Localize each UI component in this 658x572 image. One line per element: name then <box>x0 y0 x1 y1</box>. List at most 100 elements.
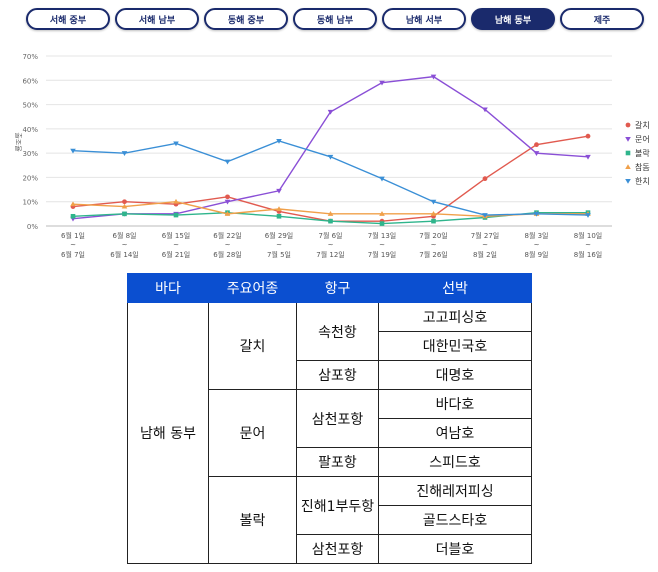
x-tick-separator: ~ <box>122 241 128 249</box>
y-tick-label: 40% <box>22 126 38 134</box>
data-point <box>379 176 385 182</box>
x-tick-label: 7월 13일 <box>368 231 396 240</box>
data-point <box>224 211 231 216</box>
legend-marker <box>625 150 631 156</box>
chart-grid <box>46 55 612 227</box>
boat-cell: 골드스타호 <box>378 505 532 535</box>
data-point <box>276 139 282 144</box>
table-row: 여남호 <box>128 418 532 448</box>
x-tick-separator: ~ <box>225 241 231 249</box>
x-tick-separator: ~ <box>585 241 591 249</box>
header-port: 항구 <box>296 273 379 303</box>
table-row: 팔포항 스피드호 <box>128 447 532 477</box>
legend-label: 문어 <box>635 134 650 144</box>
data-point <box>327 109 334 115</box>
y-axis: 0% 10% 20% 30% 40% 50% 60% 70% <box>22 53 38 231</box>
x-tick-label: 6월 29일 <box>265 231 293 240</box>
data-point <box>585 213 591 218</box>
x-tick-label: 6월 22일 <box>213 231 241 240</box>
region-tab-bar: 서해 중부 서해 남부 동해 중부 동해 남부 남해 서부 남해 동부 제주 <box>26 8 646 32</box>
x-tick-label: 7월 27일 <box>471 231 499 240</box>
data-point <box>328 218 333 224</box>
data-point <box>379 211 385 216</box>
tab-south-east[interactable]: 남해 동부 <box>471 8 555 30</box>
table-row: 문어 삼천포항 바다호 <box>128 389 532 477</box>
legend-label: 참돔 <box>635 162 650 172</box>
species-cell: 문어 <box>208 389 297 477</box>
x-tick-label: 6월 15일 <box>162 231 190 240</box>
tab-south-west[interactable]: 남해 서부 <box>382 8 466 30</box>
tab-west-south[interactable]: 서해 남부 <box>115 8 199 30</box>
legend-marker <box>625 164 631 169</box>
tab-east-central[interactable]: 동해 중부 <box>204 8 288 30</box>
tab-jeju[interactable]: 제주 <box>560 8 644 30</box>
header-sea: 바다 <box>127 273 209 303</box>
series-group <box>70 74 591 226</box>
legend-label: 갈치 <box>635 121 650 130</box>
port-cell: 진해1부두항 <box>296 476 379 535</box>
data-point <box>482 213 488 218</box>
y-tick-label: 30% <box>22 150 38 158</box>
boat-cell: 대명호 <box>378 360 532 390</box>
data-point <box>482 107 488 113</box>
data-point <box>379 80 385 86</box>
table-row: 삼천포항 더블호 <box>128 534 532 564</box>
port-cell: 팔포항 <box>296 447 379 477</box>
table-row: 골드스타호 <box>128 505 532 535</box>
header-species: 주요어종 <box>208 273 297 303</box>
x-tick-label: 8월 2일 <box>473 250 497 259</box>
data-point <box>276 206 282 211</box>
data-point <box>276 188 282 194</box>
data-point <box>70 213 76 219</box>
x-tick-label: 7월 26일 <box>419 250 447 259</box>
port-cell: 속천항 <box>296 302 379 361</box>
data-point <box>225 194 230 200</box>
data-point <box>533 151 540 156</box>
x-tick-separator: ~ <box>431 241 437 249</box>
x-tick-separator: ~ <box>379 241 385 249</box>
boat-cell: 진해레저피싱 <box>378 476 532 506</box>
data-point <box>585 154 591 160</box>
data-point <box>533 211 540 217</box>
data-point <box>276 213 282 219</box>
data-point <box>224 199 231 205</box>
tab-east-south[interactable]: 동해 남부 <box>293 8 377 30</box>
y-tick-label: 70% <box>22 53 38 61</box>
x-tick-label: 7월 5일 <box>267 250 291 259</box>
x-tick-label: 8월 9일 <box>524 250 548 259</box>
table-row: 남해 동부 갈치 속천항 고고피싱호 <box>127 302 532 564</box>
tab-west-central[interactable]: 서해 중부 <box>26 8 110 30</box>
x-tick-label: 6월 14일 <box>110 250 138 259</box>
header-boat: 선박 <box>378 273 532 303</box>
table-header-row: 바다 주요어종 항구 선박 <box>127 273 532 303</box>
data-point <box>327 211 334 216</box>
port-cell: 삼천포항 <box>296 534 379 564</box>
table-row: 대한민국호 <box>128 331 532 361</box>
data-point <box>173 198 179 204</box>
data-point <box>430 211 437 216</box>
legend-label: 한치 <box>635 177 650 186</box>
port-cell: 삼천포항 <box>296 389 379 448</box>
species-cell: 갈치 <box>208 302 297 390</box>
data-point <box>173 141 179 147</box>
y-tick-label: 10% <box>22 199 38 207</box>
legend-marker <box>625 179 631 184</box>
data-point <box>430 199 437 205</box>
data-point <box>122 211 127 217</box>
x-tick-label: 7월 12일 <box>316 250 344 259</box>
port-cell: 삼포항 <box>296 360 379 390</box>
data-point <box>121 151 128 156</box>
y-axis-label: 출조율 <box>14 132 23 152</box>
x-tick-label: 6월 8일 <box>112 231 136 240</box>
x-tick-label: 6월 28일 <box>213 250 241 259</box>
fishing-table: 바다 주요어종 항구 선박 남해 동부 갈치 속천항 고고피싱호 대한민국호 삼… <box>127 273 532 564</box>
boat-cell: 대한민국호 <box>378 331 532 361</box>
data-point <box>430 74 437 80</box>
sea-cell: 남해 동부 <box>127 302 209 564</box>
data-point <box>585 133 591 139</box>
x-tick-label: 8월 10일 <box>574 231 602 240</box>
boat-cell: 바다호 <box>378 389 532 419</box>
legend-marker <box>625 122 631 128</box>
boat-cell: 더블호 <box>378 534 532 564</box>
y-tick-label: 0% <box>27 223 38 231</box>
